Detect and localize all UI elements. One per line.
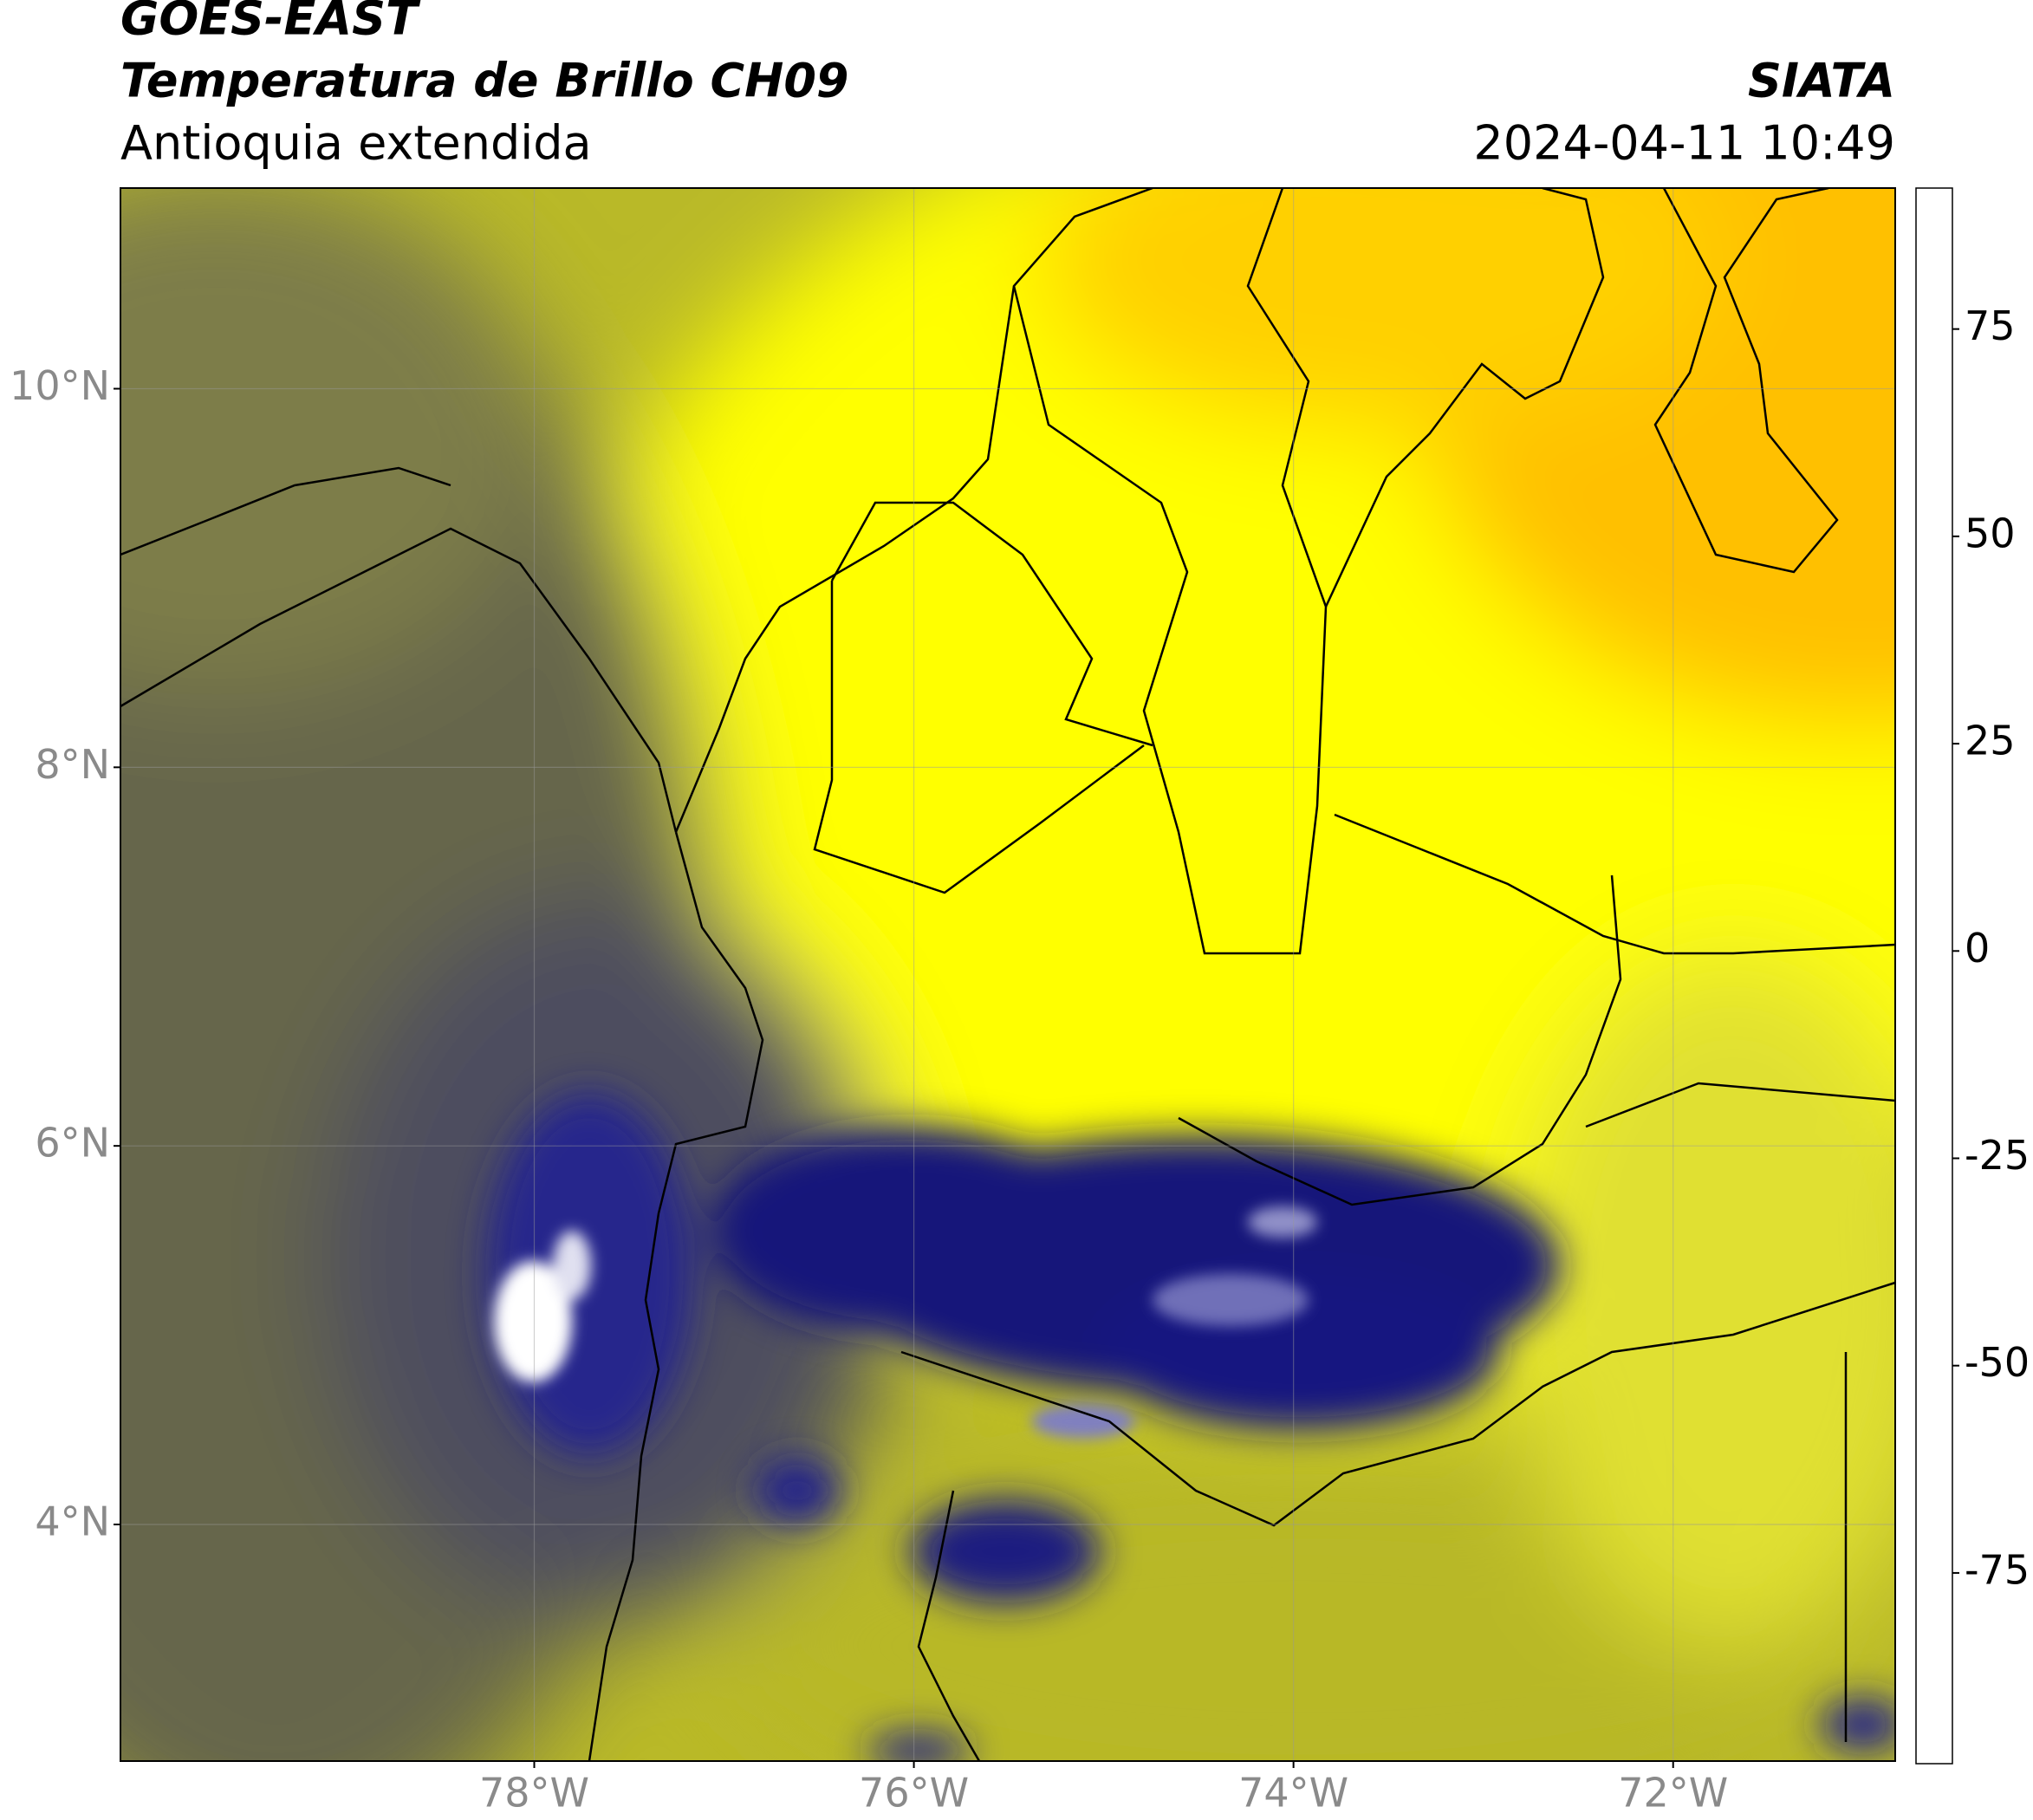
map-frame xyxy=(120,187,1896,1762)
colorbar-tick-label: -25 xyxy=(1965,1132,2030,1179)
colorbar-tick-label: -50 xyxy=(1965,1339,2030,1386)
colorbar-tick-label: 75 xyxy=(1965,302,2016,349)
x-tick-label: 74°W xyxy=(1238,1770,1348,1817)
x-tick-label: 72°W xyxy=(1618,1770,1728,1817)
cold-tops xyxy=(494,1206,1317,1439)
x-tick-label: 78°W xyxy=(479,1770,589,1817)
coastlines xyxy=(120,188,1895,1761)
datetime-label: 2024-04-11 10:49 xyxy=(1473,116,1895,171)
y-tick-label: 6°N xyxy=(35,1120,110,1167)
colorbar-tick-label: 0 xyxy=(1965,925,1990,972)
source-label: SIATA xyxy=(1748,54,1895,108)
y-tick-label: 4°N xyxy=(35,1498,110,1544)
y-tick-label: 10°N xyxy=(10,362,110,409)
colorbar-tick-label: -75 xyxy=(1965,1546,2030,1593)
y-tick-label: 8°N xyxy=(35,741,110,788)
colorbar-tick-label: 25 xyxy=(1965,718,2016,764)
colorbar xyxy=(1915,187,1953,1765)
gridlines xyxy=(120,188,1895,1761)
region-subtitle: Antioquia extendida xyxy=(120,116,592,171)
colorbar-tick-label: 50 xyxy=(1965,510,2016,556)
product-title: Temperatura de Brillo CH09 xyxy=(120,54,849,108)
x-tick-label: 76°W xyxy=(859,1770,969,1817)
satellite-title: GOES-EAST xyxy=(120,0,421,46)
